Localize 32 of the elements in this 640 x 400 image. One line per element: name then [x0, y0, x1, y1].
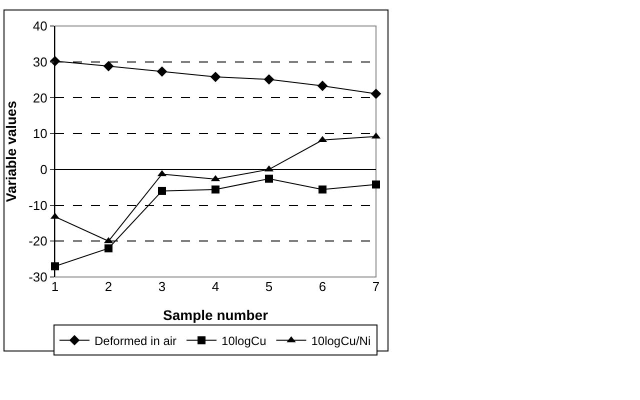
y-tick-label: 10 [32, 126, 48, 142]
x-tick-label: 3 [158, 279, 166, 294]
point [317, 80, 328, 92]
legend-label: 10logCu/Ni [311, 334, 371, 348]
x-tick-label: 5 [265, 279, 273, 294]
x-tick-label: 2 [104, 279, 112, 294]
point [318, 186, 326, 194]
x-tick-label: 6 [318, 279, 326, 294]
x-axis-title: Sample number [163, 307, 269, 323]
y-tick-label: -30 [28, 270, 48, 285]
point [104, 244, 112, 252]
y-tick-label: 0 [40, 162, 48, 177]
legend-label: 10logCu [222, 334, 266, 348]
y-tick-label: -10 [28, 198, 48, 213]
point [210, 72, 221, 82]
y-tick-label: -20 [28, 234, 48, 249]
point [370, 88, 382, 99]
y-tick-label: 40 [32, 18, 48, 34]
y-tick-label: 20 [32, 90, 48, 106]
x-tick-label: 1 [51, 279, 59, 294]
point [264, 74, 274, 85]
point [212, 186, 220, 194]
point [265, 174, 273, 183]
y-tick-label: 30 [32, 54, 48, 70]
y-axis-title: Variable values [3, 100, 20, 202]
point [156, 66, 168, 77]
point [158, 186, 166, 195]
point [103, 60, 114, 72]
point [372, 180, 380, 188]
x-tick-label: 4 [212, 279, 220, 294]
x-tick-label: 7 [372, 279, 380, 294]
legend-label: Deformed in air [94, 334, 177, 348]
